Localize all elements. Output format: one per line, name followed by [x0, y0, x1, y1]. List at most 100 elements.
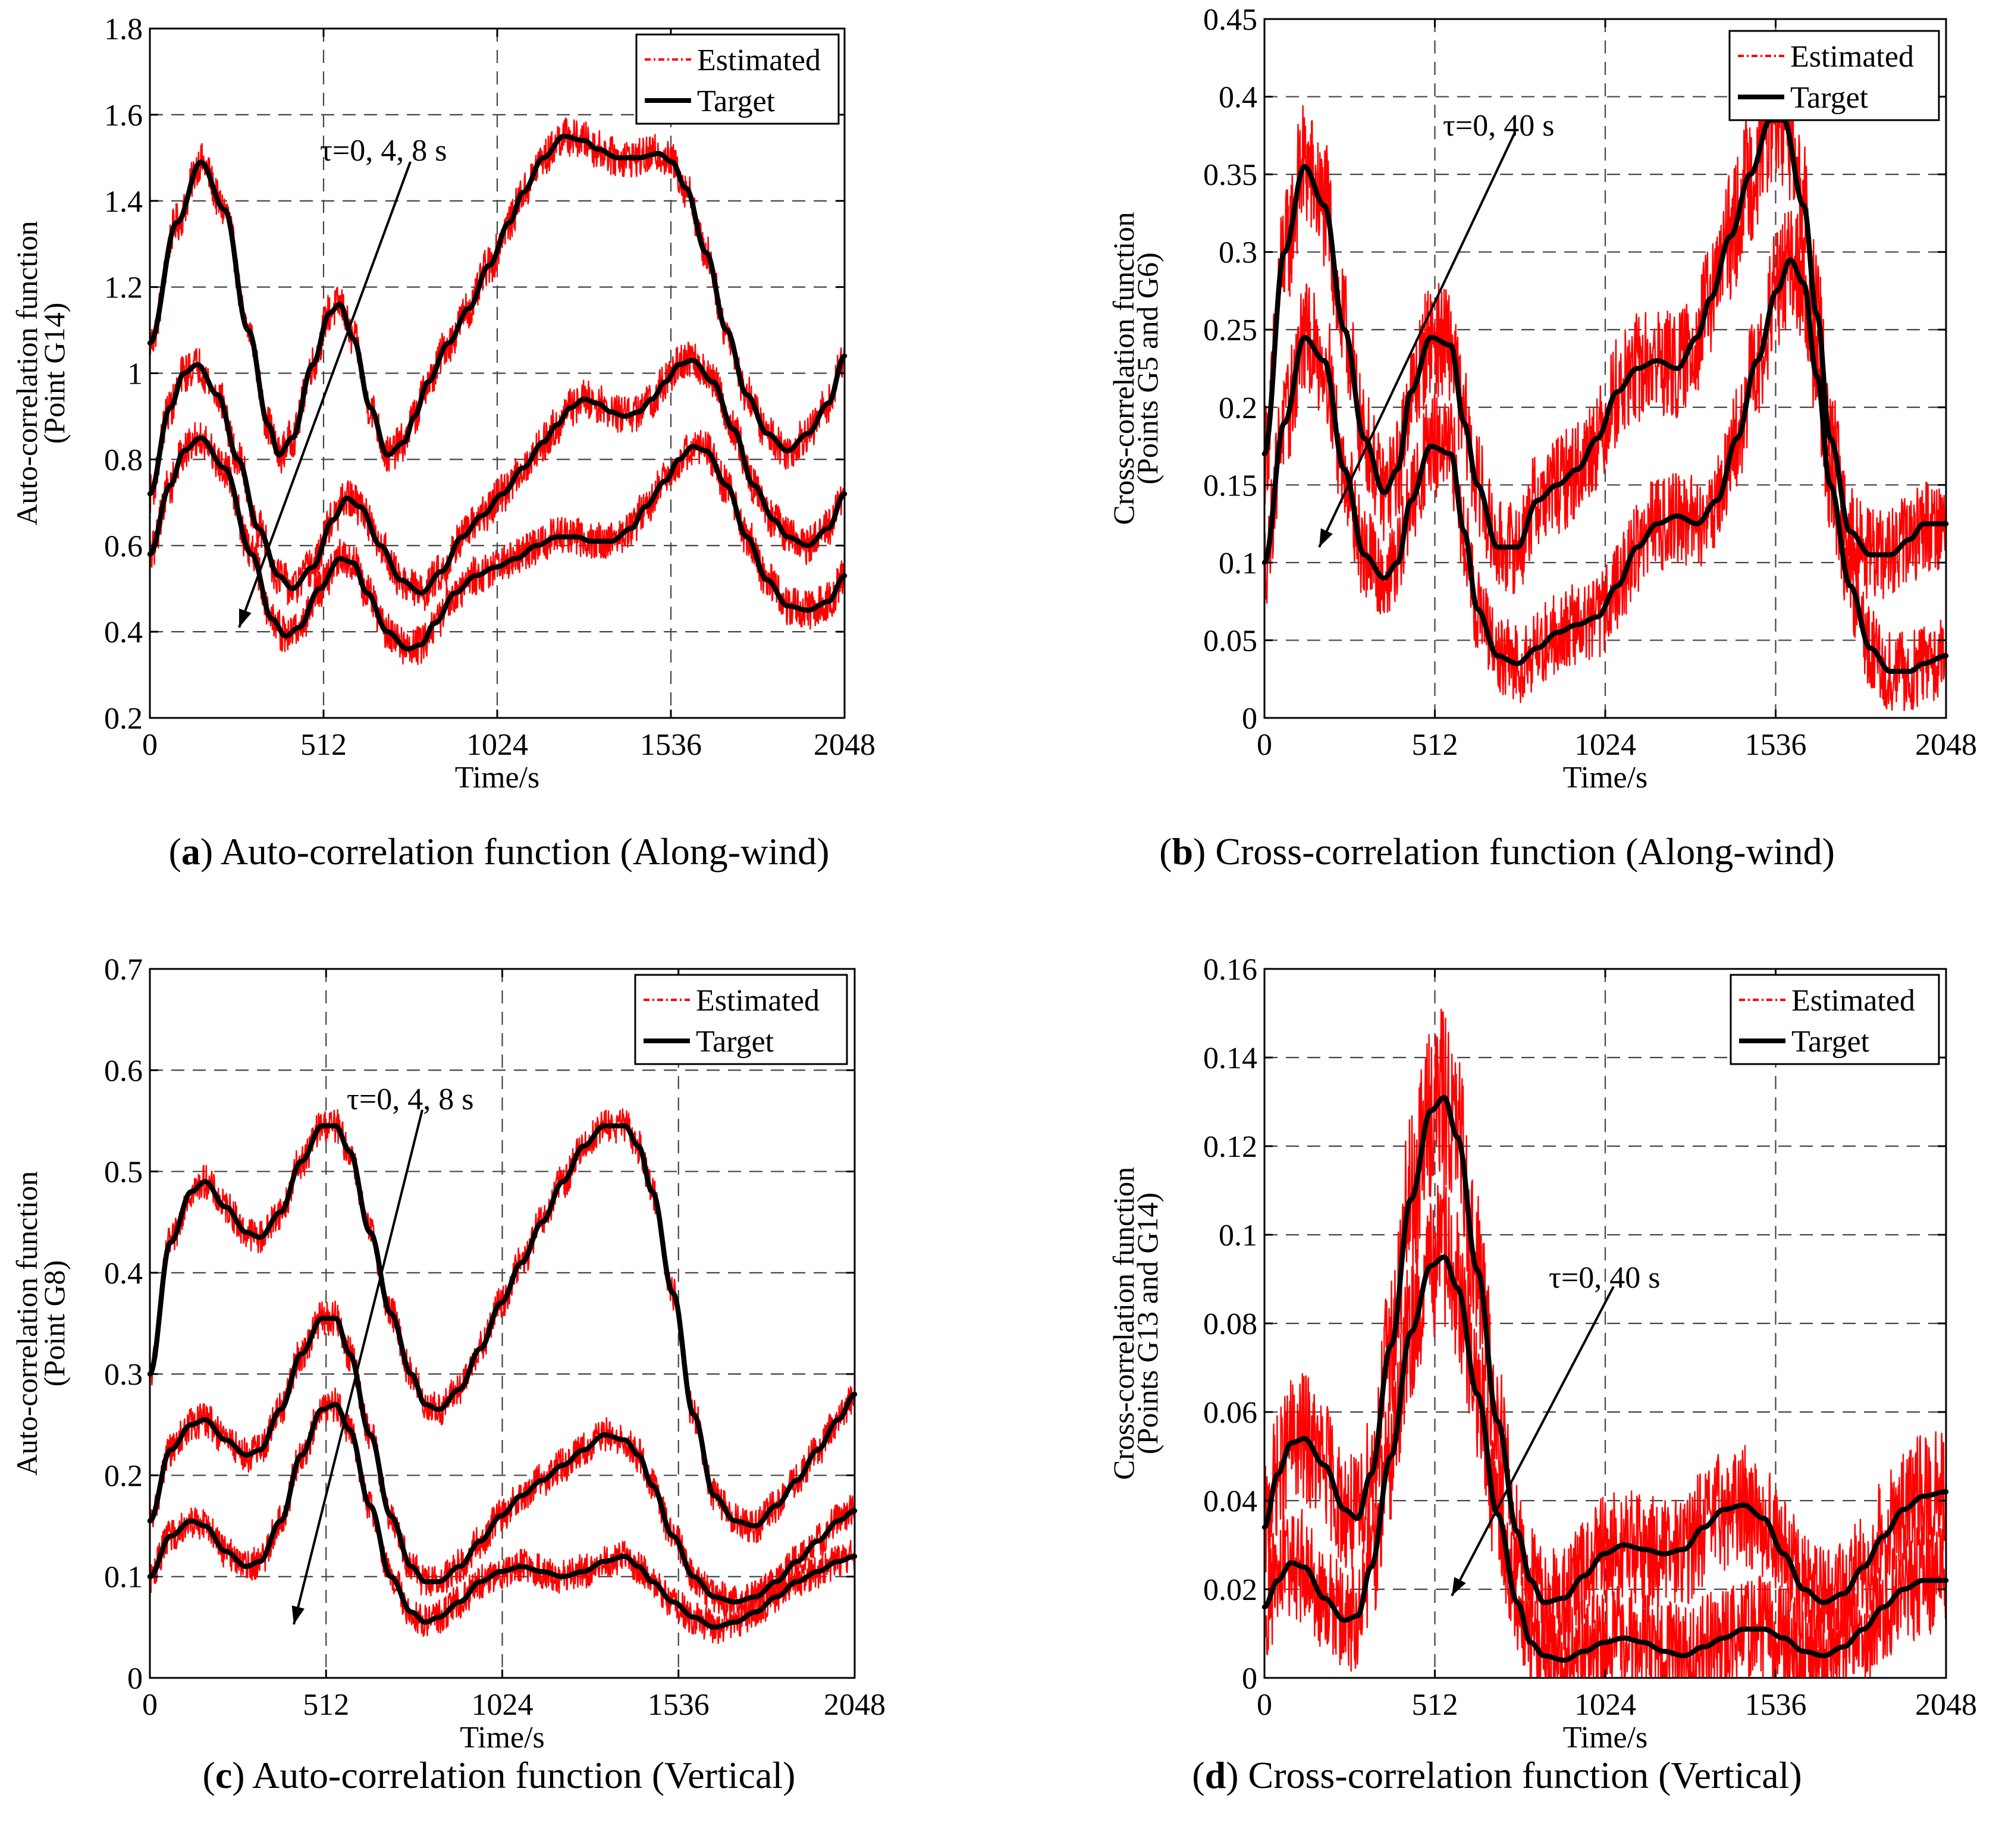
ytick-label-0.3: 0.3: [104, 1358, 143, 1392]
legend-label-estimated-d: Estimated: [1791, 984, 1915, 1018]
xtick-label-1024: 1024: [472, 1688, 533, 1722]
ylabel-b: Cross-correlation function: [1107, 212, 1140, 525]
legend-label-estimated-c: Estimated: [696, 984, 820, 1018]
ytick-label-0.8: 0.8: [104, 443, 143, 477]
ytick-label-0.2: 0.2: [104, 1459, 143, 1493]
xlabel-d: Time/s: [1563, 1721, 1648, 1755]
ylabel2-c: (Point G8): [37, 1260, 71, 1387]
target-line-c-1: [147, 1316, 858, 1605]
ylabel2-b: (Points G5 and G6): [1131, 252, 1164, 484]
ytick-label-1.6: 1.6: [104, 99, 143, 133]
ytick-label-0.3: 0.3: [1219, 236, 1257, 270]
xtick-label-2048: 2048: [814, 728, 875, 762]
target-line-b-0: [1261, 117, 1949, 558]
caption-d: (d) Cross-correlation function (Vertical…: [1192, 1754, 1802, 1796]
annotation-arrow-line-d: [1451, 1286, 1615, 1596]
ytick-label-0.05: 0.05: [1203, 624, 1257, 658]
annotation-arrow-head-a: [239, 608, 252, 627]
ytick-label-0: 0: [1242, 1662, 1257, 1696]
target-line-d-1: [1261, 1254, 1949, 1663]
xtick-label-0: 0: [142, 1688, 158, 1722]
ytick-label-0.4: 0.4: [104, 1257, 143, 1291]
annotation-arrow-head-b: [1319, 528, 1333, 547]
caption-b-label: b: [1172, 830, 1194, 873]
annotation-text-c: τ=0, 4, 8 s: [347, 1083, 473, 1116]
ytick-label-0.4: 0.4: [104, 616, 143, 650]
ytick-label-0.45: 0.45: [1203, 3, 1257, 37]
caption-d-label: d: [1204, 1754, 1226, 1796]
xtick-label-0: 0: [1257, 1688, 1272, 1722]
xlabel-c: Time/s: [460, 1721, 545, 1755]
caption-c-text: Auto-correlation function (Vertical): [244, 1754, 796, 1796]
ytick-label-0.15: 0.15: [1203, 469, 1257, 503]
annotation-c: τ=0, 4, 8 s: [291, 1083, 473, 1625]
legend-box-d: [1730, 974, 1940, 1065]
xtick-label-512: 512: [303, 1688, 349, 1722]
target-line-a-1: [147, 357, 848, 596]
ytick-label-1.4: 1.4: [104, 185, 143, 219]
ytick-label-0.1: 0.1: [1219, 1219, 1257, 1253]
target-line-a-0: [147, 133, 848, 458]
xtick-label-2048: 2048: [1915, 1688, 1977, 1722]
panel-d: 0 512 1024 1536 2048 0 0.02 0.04 0.06 0.08 0.1 0.12…: [998, 924, 1996, 1847]
estimated-line-b-0: [1263, 51, 1947, 600]
target-line-b-1: [1261, 257, 1949, 674]
panel-c: 0 512 1024 1536 2048 0 0.1 0.2 0.3 0.4 0.5 0.6 0.7 Ti…: [0, 924, 998, 1847]
xtick-label-0: 0: [142, 728, 158, 762]
legend-box-c: [634, 974, 848, 1065]
xtick-label-1536: 1536: [640, 728, 702, 762]
ticks-a: 0 512 1024 1536 2048 0.2 0.4 0.6 0.8 1 1.2 1.4 1.6 1.…: [104, 12, 875, 762]
estimated-line-c-0: [149, 1108, 856, 1543]
annotation-arrow-head-c: [291, 1605, 305, 1624]
ytick-label-0.06: 0.06: [1203, 1396, 1257, 1430]
ytick-label-1.2: 1.2: [104, 271, 143, 305]
caption-a-label: a: [181, 830, 200, 873]
target-series-d: [1261, 1094, 1949, 1663]
ytick-label-0.08: 0.08: [1203, 1307, 1257, 1341]
ylabel2-d: (Points G13 and G14): [1131, 1193, 1164, 1454]
xtick-label-1024: 1024: [466, 728, 528, 762]
annotation-d: τ=0, 40 s: [1451, 1261, 1660, 1596]
caption-b-text: Cross-correlation function (Along-wind): [1206, 830, 1835, 873]
ytick-label-0: 0: [127, 1662, 143, 1696]
ytick-label-0.16: 0.16: [1203, 953, 1257, 987]
xtick-label-1536: 1536: [648, 1688, 710, 1722]
chart-d: 0 512 1024 1536 2048 0 0.02 0.04 0.06 0.08 0.1 0.12…: [1107, 953, 1977, 1755]
grid-a: [150, 29, 845, 718]
annotation-text-a: τ=0, 4, 8 s: [320, 134, 447, 168]
estimated-line-c-2: [149, 1387, 856, 1645]
panel-a: 0 512 1024 1536 2048 0.2 0.4 0.6 0.8 1 1.2 1.4 1.6 1.…: [0, 0, 998, 924]
caption-b: (b) Cross-correlation function (Along-wi…: [1159, 830, 1835, 873]
legend-label-estimated-a: Estimated: [697, 43, 821, 77]
estimated-series-b: [1263, 51, 1947, 711]
annotation-text-d: τ=0, 40 s: [1549, 1261, 1660, 1295]
target-line-a-2: [147, 435, 848, 652]
ytick-label-0: 0: [1242, 702, 1257, 736]
chart-c: 0 512 1024 1536 2048 0 0.1 0.2 0.3 0.4 0.5 0.6 0.7 Ti…: [10, 953, 886, 1755]
xtick-label-512: 512: [300, 728, 347, 762]
ylabel2-a: (Point G14): [37, 303, 71, 444]
ytick-label-0.5: 0.5: [104, 1156, 143, 1190]
annotation-arrow-head-d: [1452, 1577, 1466, 1596]
ytick-label-0.1: 0.1: [1219, 547, 1257, 581]
legend-box-a: [635, 33, 840, 125]
ytick-label-0.6: 0.6: [104, 1054, 143, 1088]
legend-label-target-c: Target: [696, 1025, 774, 1059]
ytick-label-0.1: 0.1: [104, 1561, 143, 1595]
xtick-label-512: 512: [1412, 1688, 1458, 1722]
target-series-a: [147, 133, 848, 652]
ytick-label-0.2: 0.2: [104, 702, 143, 736]
xtick-label-512: 512: [1412, 728, 1458, 762]
legend-d: Estimated Target: [1730, 974, 1940, 1065]
ylabel-c: Auto-correlation function: [10, 1171, 43, 1476]
ticks-c: 0 512 1024 1536 2048 0 0.1 0.2 0.3 0.4 0.5 0.6 0.7: [104, 953, 886, 1722]
caption-d-text: Cross-correlation function (Vertical): [1238, 1754, 1802, 1796]
ylabel-d: Cross-correlation function: [1107, 1167, 1140, 1480]
ytick-label-0.7: 0.7: [104, 953, 143, 987]
xtick-label-2048: 2048: [1915, 728, 1977, 762]
xtick-label-1536: 1536: [1745, 1688, 1807, 1722]
ytick-label-1.8: 1.8: [104, 12, 143, 46]
ytick-label-0.35: 0.35: [1203, 158, 1257, 192]
xtick-label-1024: 1024: [1574, 728, 1636, 762]
